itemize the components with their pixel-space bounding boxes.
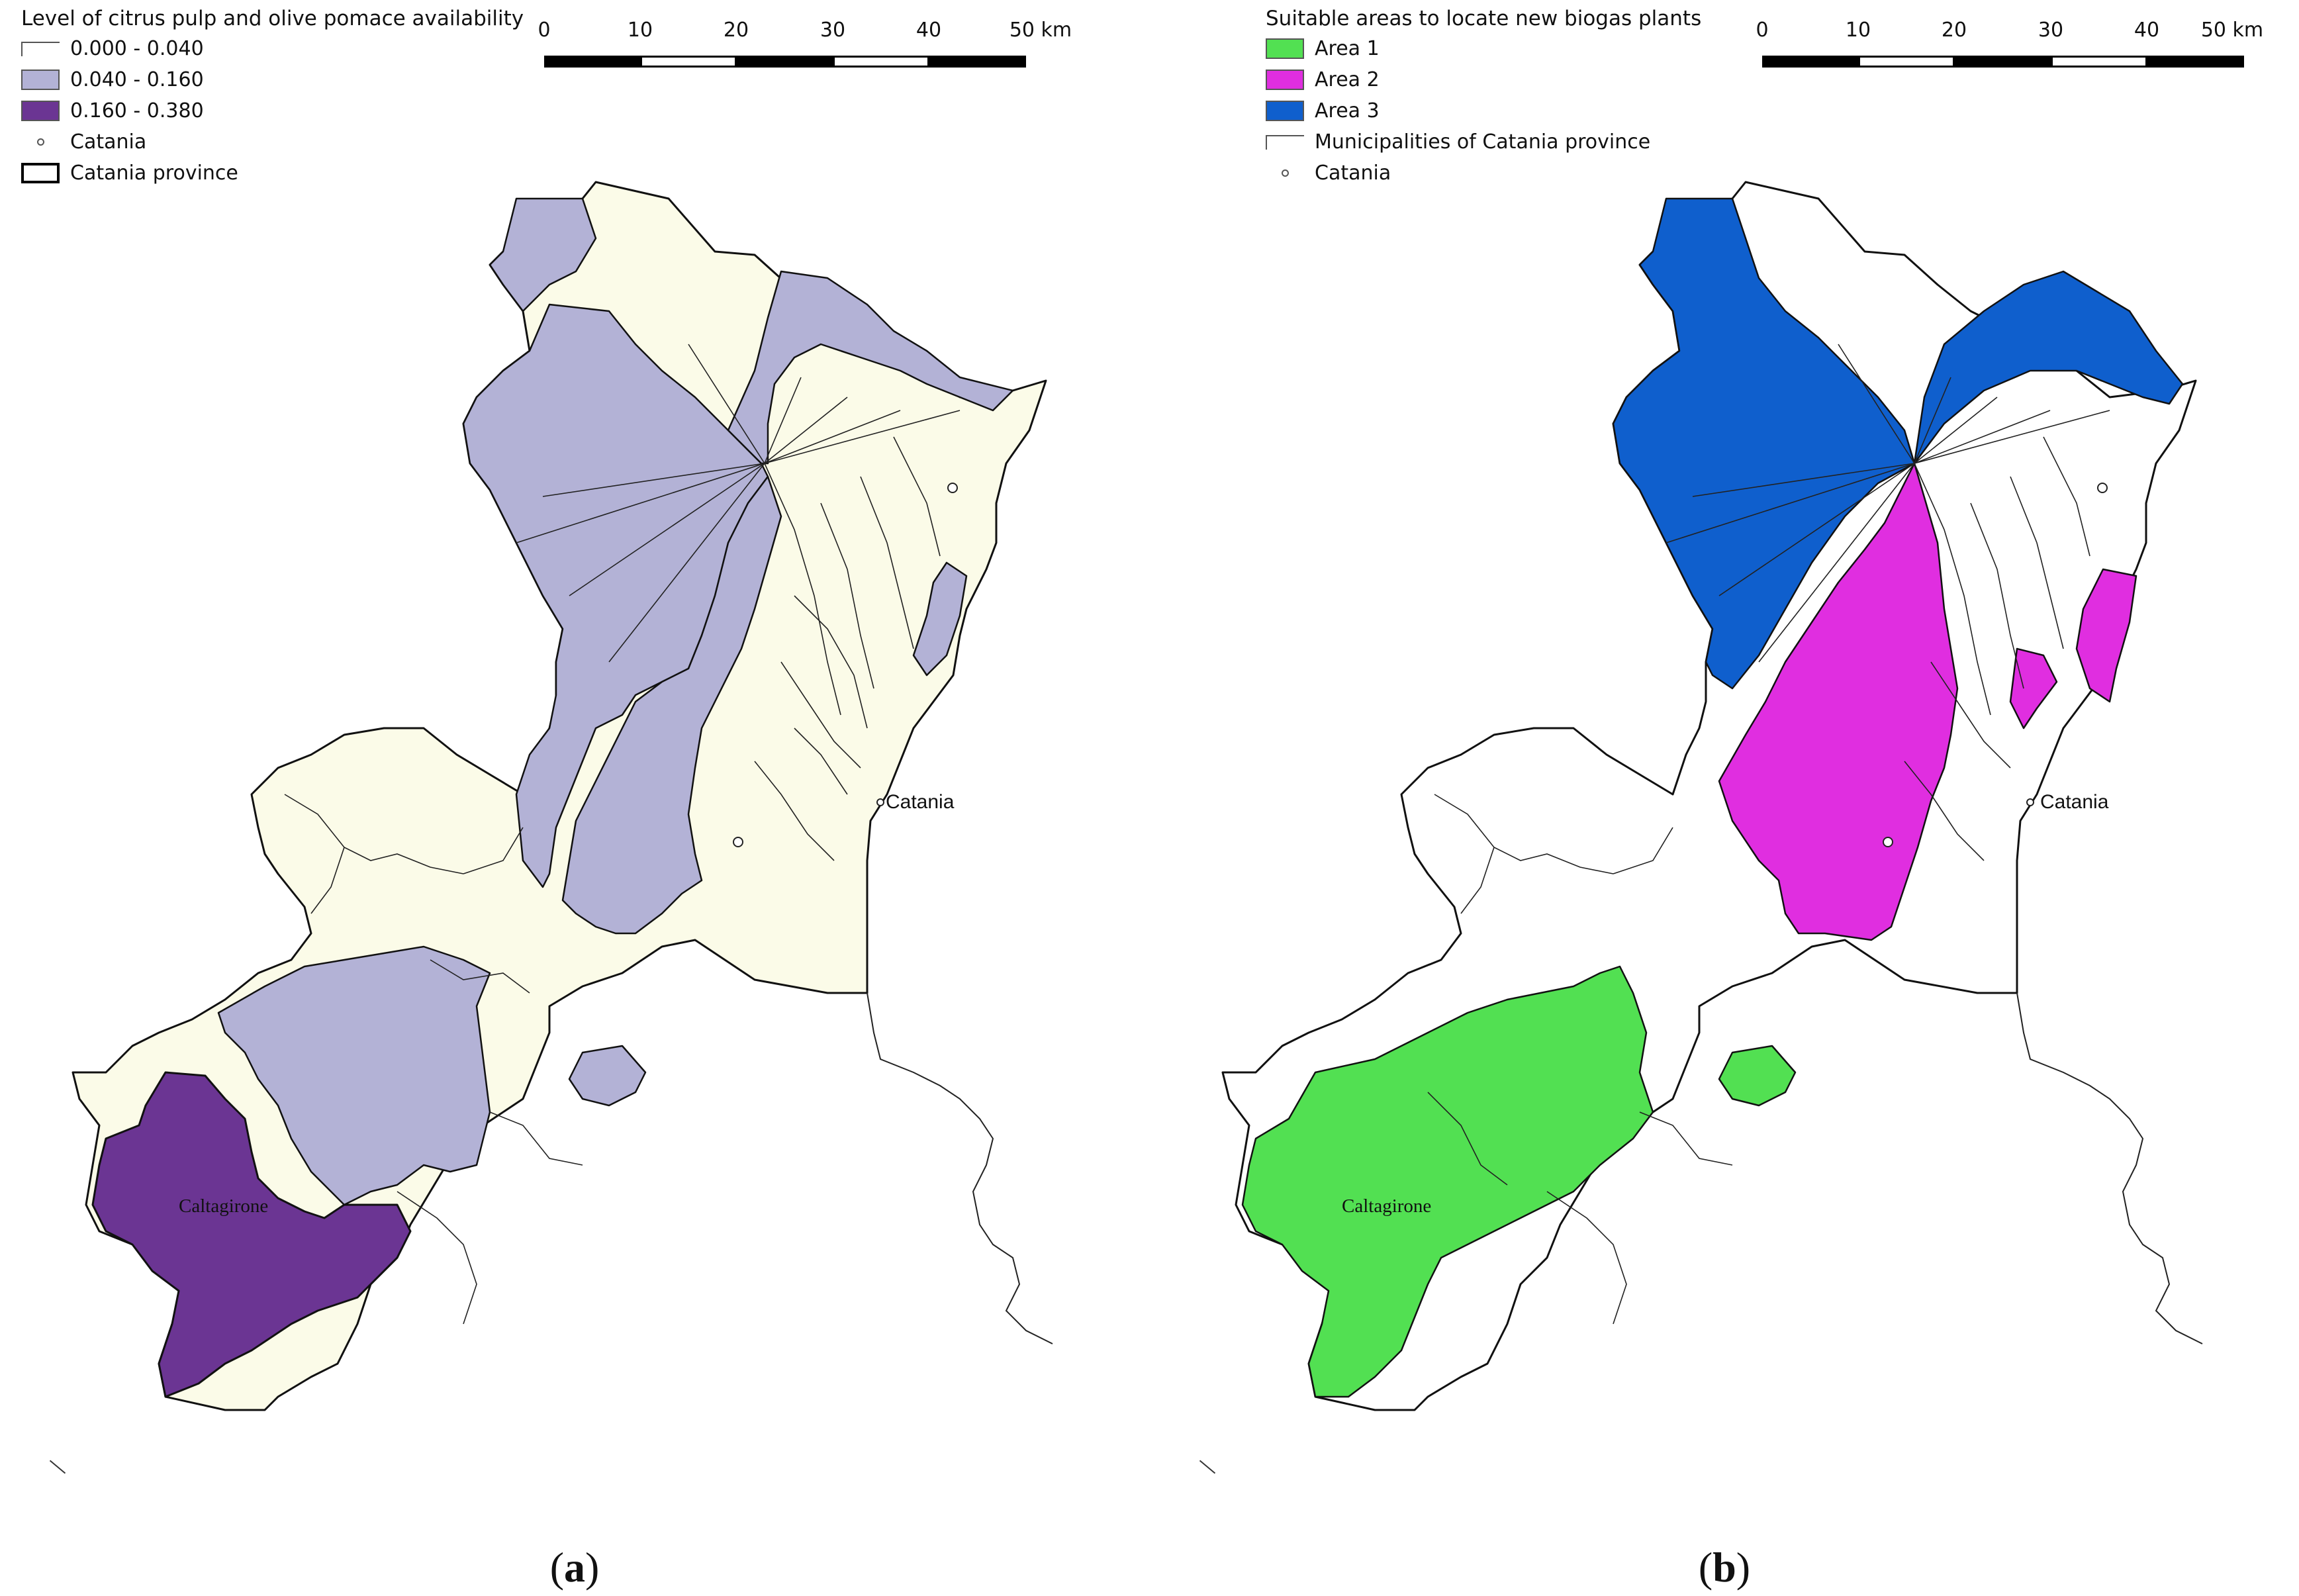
legend-title: Suitable areas to locate new biogas plan… — [1266, 7, 1702, 30]
legend-label: Area 1 — [1315, 37, 1380, 60]
legend-swatch-mid — [21, 70, 60, 90]
scale-tick-label: 20 — [723, 19, 749, 42]
legend-item: Area 1 — [1266, 33, 1701, 64]
suitability-map — [1221, 181, 2203, 1411]
scale-tick-label: 10 — [1845, 19, 1871, 42]
scale-tick-label: 50 km — [2200, 19, 2264, 42]
catania-point-icon — [876, 798, 884, 806]
coastline — [867, 992, 1053, 1344]
municipality-outline-icon — [1266, 134, 1304, 150]
legend-item: Catania — [1266, 158, 1701, 189]
legend-swatch-area-1 — [1266, 38, 1304, 59]
province-outline-icon — [21, 163, 60, 183]
caltagirone-label: Caltagirone — [1342, 1196, 1432, 1217]
legend-label: Municipalities of Catania province — [1315, 130, 1651, 154]
legend: Level of citrus pulp and olive pomace av… — [21, 4, 524, 189]
area-1-region — [1718, 1045, 1797, 1107]
catania-point-icon — [2026, 798, 2034, 806]
scale-tick-label: 30 — [820, 19, 846, 42]
map-panel-b: Suitable areas to locate new biogas plan… — [1150, 0, 2299, 1596]
area-2-region — [2075, 568, 2137, 703]
area-1-region — [1241, 965, 1654, 1398]
panel-caption: (a) — [549, 1544, 600, 1591]
legend-item: 0.000 - 0.040 — [21, 33, 524, 64]
mid-availability-region — [489, 197, 597, 312]
coastline — [2016, 992, 2203, 1344]
legend-item: Area 3 — [1266, 95, 1701, 126]
scale-tick-label: 50 km — [1009, 19, 1072, 42]
scale-tick-label: 0 — [1756, 19, 1769, 42]
panel-caption: (b) — [1698, 1544, 1751, 1591]
legend-swatch-low — [21, 41, 60, 56]
legend-label: Catania province — [70, 162, 238, 185]
legend-label: 0.000 - 0.040 — [70, 37, 204, 60]
legend: Suitable areas to locate new biogas plan… — [1266, 4, 1701, 189]
point-icon — [1266, 169, 1304, 177]
scale-tick-label: 10 — [627, 19, 653, 42]
legend-swatch-area-3 — [1266, 101, 1304, 121]
catania-label: Catania — [2040, 791, 2109, 813]
legend-label: Catania — [70, 130, 147, 154]
availability-map — [71, 181, 1053, 1411]
caltagirone-label: Caltagirone — [179, 1196, 269, 1217]
area-3-region — [1612, 197, 1916, 690]
scale-tick-label: 30 — [2038, 19, 2064, 42]
scale-tick-label: 20 — [1941, 19, 1967, 42]
legend-item: Area 2 — [1266, 64, 1701, 95]
legend-swatch-area-2 — [1266, 70, 1304, 90]
legend-label: 0.040 - 0.160 — [70, 68, 204, 91]
legend-item: Catania province — [21, 158, 524, 189]
mid-availability-region — [217, 945, 491, 1206]
legend-item: 0.040 - 0.160 — [21, 64, 524, 95]
legend-title: Level of citrus pulp and olive pomace av… — [21, 7, 524, 30]
area-3-region — [1913, 270, 2184, 465]
legend-item: Municipalities of Catania province — [1266, 126, 1701, 158]
legend-label: Area 3 — [1315, 99, 1380, 122]
legend-swatch-high — [21, 101, 60, 121]
mid-availability-region — [727, 270, 1014, 465]
mid-availability-region — [912, 561, 968, 677]
scale-tick-label: 0 — [538, 19, 551, 42]
scale-tick-label: 40 — [915, 19, 942, 42]
point-icon — [21, 138, 60, 146]
scale-tick-label: 40 — [2134, 19, 2160, 42]
catania-label: Catania — [886, 791, 955, 813]
legend-label: 0.160 - 0.380 — [70, 99, 204, 122]
legend-item: 0.160 - 0.380 — [21, 95, 524, 126]
legend-label: Area 2 — [1315, 68, 1380, 91]
legend-item: Catania — [21, 126, 524, 158]
area-2-region — [1718, 462, 1959, 941]
mid-availability-region — [462, 303, 769, 888]
area-2-region — [2009, 647, 2058, 729]
high-availability-region — [91, 1071, 412, 1398]
legend-label: Catania — [1315, 162, 1391, 185]
mid-availability-region — [568, 1045, 647, 1107]
map-panel-a: Level of citrus pulp and olive pomace av… — [0, 0, 1149, 1596]
mid-availability-region — [561, 475, 782, 935]
